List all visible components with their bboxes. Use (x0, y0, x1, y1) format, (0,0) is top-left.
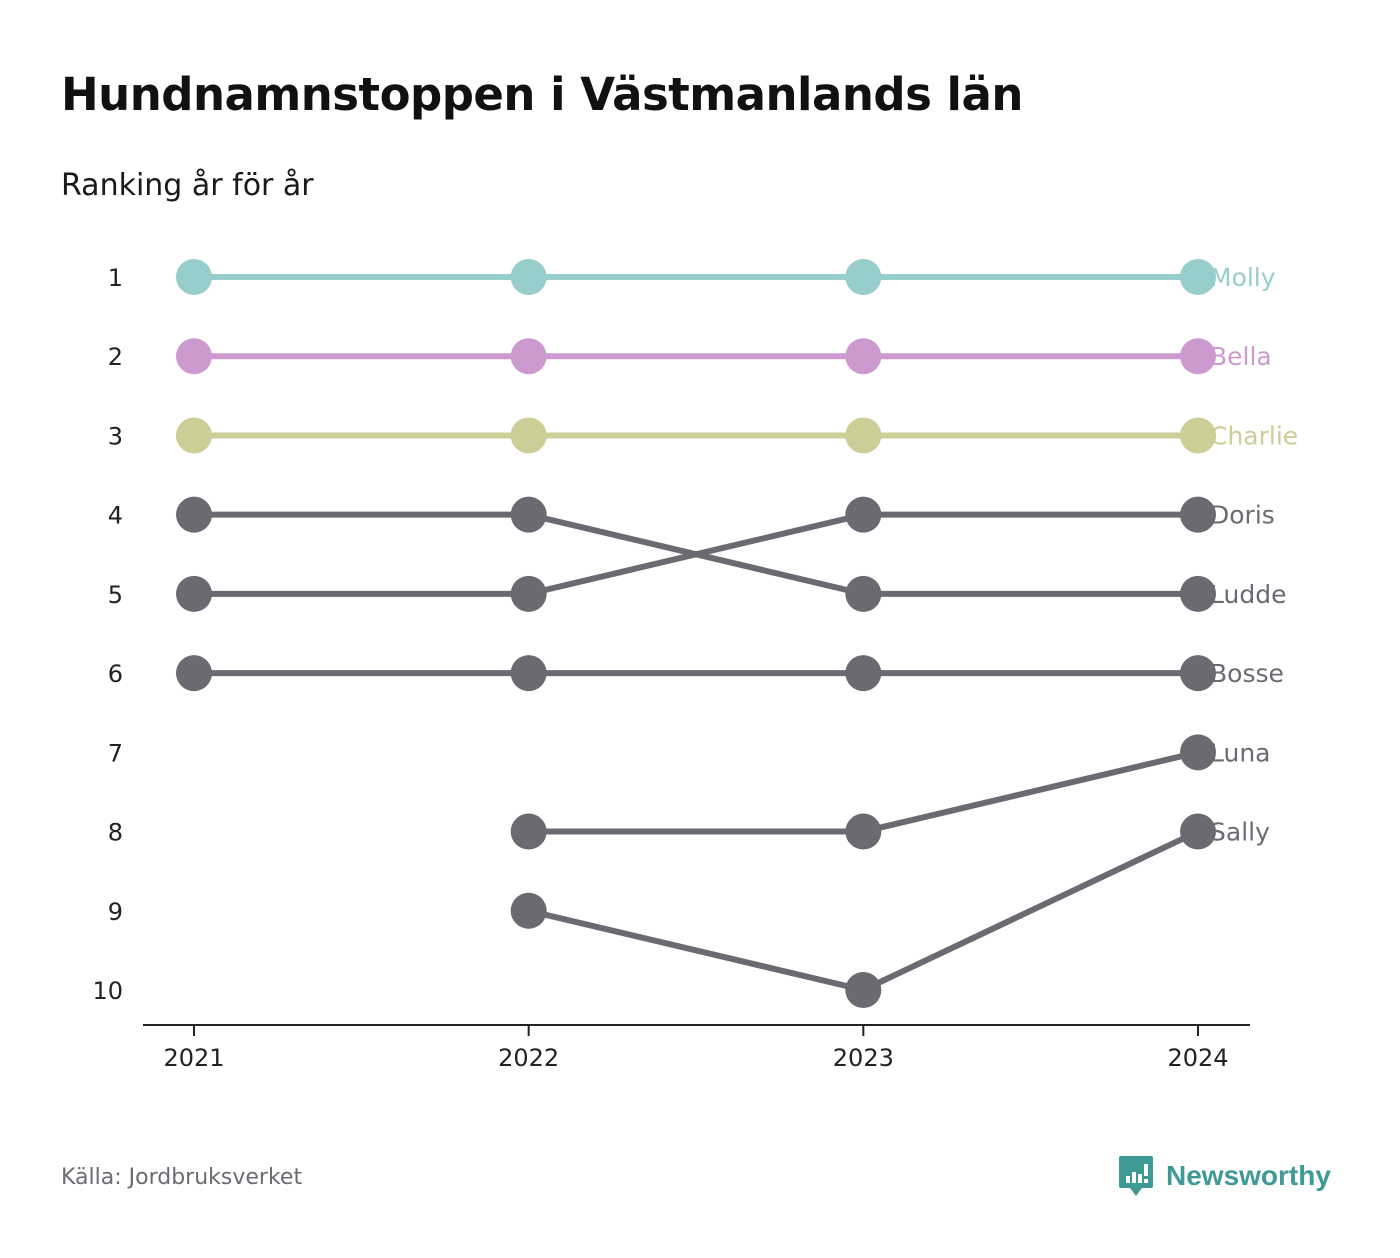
series-label-bella: Bella (1210, 342, 1272, 371)
y-tick-label: 8 (108, 819, 123, 847)
data-point-molly (845, 259, 882, 295)
data-point-charlie (1180, 417, 1216, 454)
data-point-bosse (845, 655, 882, 692)
x-tick-label: 2021 (163, 1044, 224, 1072)
newsworthy-logo-icon (1119, 1156, 1153, 1196)
series-label-doris: Doris (1210, 501, 1275, 530)
chart-subtitle: Ranking år för år (61, 168, 314, 203)
data-point-sally (510, 892, 547, 929)
x-tick-label: 2024 (1167, 1044, 1228, 1072)
series-label-bosse: Bosse (1210, 659, 1284, 688)
data-point-ludde (510, 496, 547, 533)
series-label-charlie: Charlie (1210, 421, 1298, 450)
data-point-molly (176, 259, 212, 295)
data-point-doris (1180, 496, 1216, 533)
data-point-ludde (1180, 575, 1216, 612)
source-note: Källa: Jordbruksverket (61, 1165, 303, 1190)
data-point-bosse (176, 655, 212, 692)
series-label-molly: Molly (1210, 263, 1276, 292)
data-point-molly (1180, 259, 1216, 295)
y-tick-label: 2 (108, 343, 123, 371)
data-point-doris (845, 496, 882, 533)
data-point-bosse (510, 655, 547, 692)
y-tick-label: 7 (108, 739, 123, 767)
data-point-luna (845, 813, 882, 850)
x-tick-label: 2022 (498, 1044, 559, 1072)
y-tick-label: 10 (92, 977, 123, 1005)
x-tick-label: 2023 (833, 1044, 894, 1072)
series-line-sally (525, 828, 1201, 993)
data-point-ludde (176, 496, 212, 533)
data-point-sally (845, 972, 882, 1008)
y-tick-label: 4 (108, 502, 123, 530)
data-point-bella (510, 338, 547, 375)
series-label-sally: Sally (1210, 818, 1270, 847)
data-point-bosse (1180, 655, 1216, 692)
data-point-charlie (176, 417, 212, 454)
data-point-luna (510, 813, 547, 850)
y-tick-label: 9 (108, 898, 123, 926)
brand-name: Newsworthy (1166, 1160, 1331, 1191)
series-label-ludde: Ludde (1210, 580, 1286, 609)
data-point-charlie (510, 417, 547, 454)
series-line-ludde (191, 511, 1201, 597)
data-point-charlie (845, 417, 882, 454)
newsworthy-brand[interactable]: Newsworthy (1118, 1154, 1331, 1198)
y-tick-label: 6 (108, 660, 123, 688)
y-tick-label: 3 (108, 422, 123, 450)
data-point-molly (510, 259, 547, 295)
data-point-bella (176, 338, 212, 375)
data-point-bella (1180, 338, 1216, 375)
data-point-luna (1180, 734, 1216, 771)
data-point-sally (1180, 813, 1216, 850)
data-point-ludde (845, 575, 882, 612)
data-point-bella (845, 338, 882, 375)
data-point-doris (176, 575, 212, 612)
y-tick-label: 1 (108, 264, 123, 292)
y-tick-label: 5 (108, 581, 123, 609)
data-point-doris (510, 575, 547, 612)
chart-title: Hundnamnstoppen i Västmanlands län (61, 68, 1023, 121)
series-label-luna: Luna (1210, 738, 1271, 767)
